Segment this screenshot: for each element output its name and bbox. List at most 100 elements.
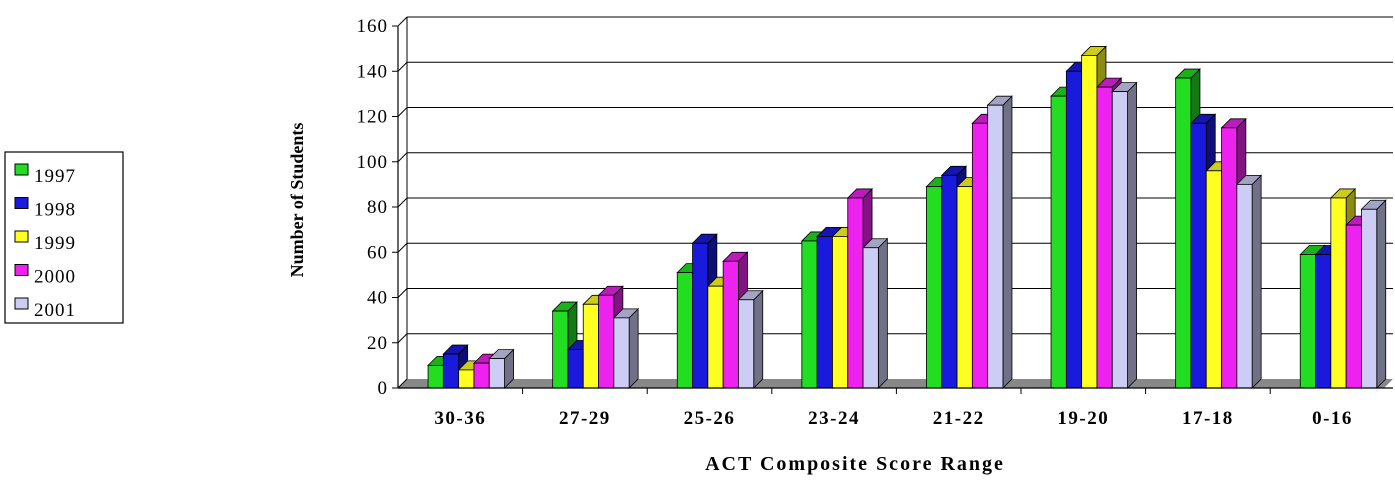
x-tick-label: 19-20 (1057, 408, 1109, 429)
bar-front (722, 260, 739, 389)
legend-label: 1998 (34, 200, 76, 221)
legend-item-1998: 1998 (14, 197, 76, 221)
x-tick-label: 17-18 (1182, 408, 1234, 429)
y-tick-label: 120 (357, 107, 389, 128)
legend-item-1999: 1999 (14, 230, 76, 254)
legend-swatch (14, 163, 29, 176)
bar-front (832, 236, 849, 389)
x-tick-label: 21-22 (933, 408, 985, 429)
gridline-side (397, 107, 408, 117)
bar-front (613, 317, 630, 389)
y-tick-label: 160 (357, 16, 389, 37)
bar-front (1096, 86, 1113, 389)
gridline-side (397, 288, 408, 298)
bar-front (801, 240, 818, 389)
legend-label: 1997 (34, 166, 76, 187)
bar-front (1361, 208, 1378, 389)
bar-2001-23-24 (862, 237, 889, 389)
gridline-side (397, 242, 408, 253)
bar-front (987, 104, 1004, 389)
bar-front (1205, 170, 1222, 389)
bar-2001-0-16 (1360, 199, 1387, 389)
bar-front (1190, 122, 1207, 389)
y-axis-title: Number of Students (287, 123, 307, 278)
gridline-side (397, 16, 408, 27)
bar-layer (427, 45, 1387, 389)
x-tick-label: 23-24 (808, 408, 860, 429)
bar-front (488, 358, 505, 389)
legend: 1997 1998 1999 2000 2001 (4, 151, 124, 324)
bar-2001-17-18 (1235, 174, 1263, 389)
bar-front (567, 349, 584, 389)
bar-side (877, 237, 888, 389)
bar-front (926, 186, 943, 389)
y-tick-label: 0 (378, 378, 389, 399)
legend-swatch (14, 230, 29, 243)
axis-layer: 0 20 40 60 80 100 120 140 160 30-36 27-29 25-26 23-2… (357, 16, 1393, 429)
bar-front (847, 197, 864, 389)
bar-front (442, 353, 460, 389)
legend-label: 2001 (34, 300, 76, 321)
bar-front (956, 186, 973, 389)
x-axis-title: ACT Composite Score Range (705, 453, 1005, 475)
bar-front (1050, 95, 1067, 389)
bar-front (941, 174, 958, 389)
bar-side (1002, 95, 1013, 389)
y-tick-label: 60 (367, 242, 388, 263)
x-tick-label: 25-26 (684, 408, 736, 429)
x-tick-label: 30-36 (434, 408, 486, 429)
y-tick-label: 40 (367, 288, 388, 309)
bar-front (1236, 183, 1253, 389)
bar-front (427, 364, 444, 389)
chart-floor (398, 379, 1393, 388)
legend-item-1997: 1997 (14, 163, 76, 187)
bar-front (552, 310, 569, 389)
bar-side (1251, 174, 1262, 389)
bar-front (1065, 70, 1083, 389)
legend-swatch (14, 297, 29, 310)
bar-front (1111, 91, 1128, 389)
bar-front (1081, 55, 1098, 389)
bar-front (1175, 77, 1192, 389)
legend-label: 1999 (34, 233, 76, 254)
gridline-side (397, 61, 408, 72)
bar-front (582, 303, 599, 389)
bar-front (1345, 224, 1362, 389)
bar-front (971, 122, 989, 389)
bar-front (458, 369, 475, 389)
bar-side (1376, 199, 1387, 389)
bar-front (1315, 254, 1332, 389)
y-tick-label: 100 (357, 152, 389, 173)
legend-swatch (14, 197, 29, 209)
legend-item-2001: 2001 (14, 297, 76, 321)
gridline-side (397, 333, 408, 344)
y-tick-label: 20 (367, 333, 388, 354)
bar-front (738, 299, 755, 389)
bar-front (676, 272, 693, 389)
bar-side (1127, 81, 1137, 389)
gridline-side (397, 378, 408, 389)
gridline-side (397, 152, 408, 163)
bar-2001-25-26 (737, 289, 764, 389)
gridline-side (397, 197, 408, 208)
bar-2001-19-20 (1111, 81, 1138, 389)
bar-front (862, 247, 879, 389)
x-tick-label: 27-29 (559, 408, 611, 429)
bar-side (753, 289, 764, 389)
legend-label: 2000 (34, 267, 76, 288)
bar-front (707, 285, 724, 389)
bar-2001-21-22 (986, 95, 1013, 389)
x-tick-label: 0-16 (1312, 408, 1353, 429)
bar-front (692, 242, 709, 389)
bar-front (473, 362, 490, 389)
y-tick-label: 140 (357, 61, 389, 82)
y-tick-label: 80 (367, 197, 388, 218)
bar-2001-27-29 (612, 307, 640, 389)
bar-front (1299, 254, 1316, 389)
bar-2001-30-36 (488, 348, 515, 389)
bar-side (628, 307, 639, 389)
legend-swatch (14, 264, 29, 276)
bar-front (598, 294, 615, 389)
bar-front (1221, 127, 1238, 389)
